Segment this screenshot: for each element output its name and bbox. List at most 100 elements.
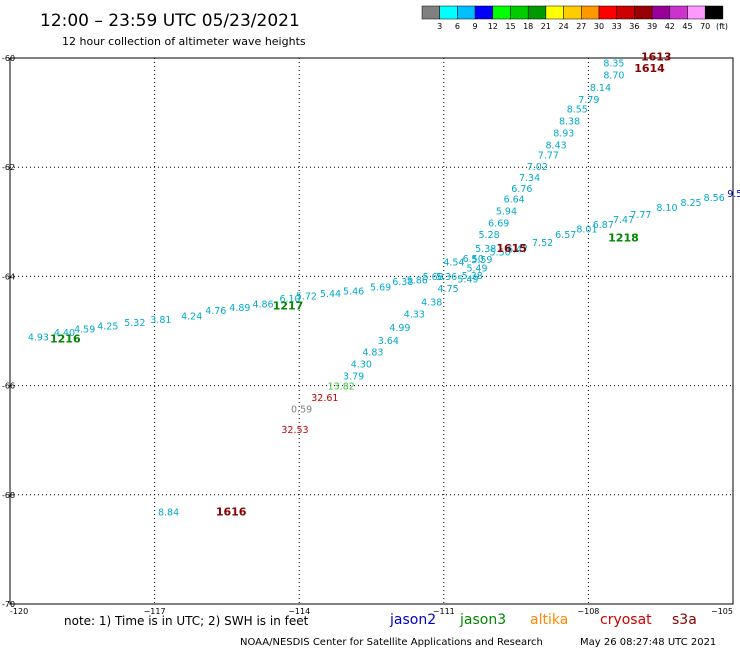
wave-height-value: 0.59: [291, 404, 312, 415]
wave-height-value: 4.33: [404, 309, 425, 320]
wave-height-value: 6.38: [392, 277, 413, 288]
plot-frame: [9, 57, 734, 605]
legend-label: 12: [488, 22, 498, 31]
wave-height-value: 5.94: [496, 207, 517, 218]
wave-height-value: 7.79: [578, 95, 599, 106]
satellite-s3a: s3a: [672, 612, 697, 628]
wave-height-value: 8.43: [546, 141, 567, 152]
axis-tick-labels: -120 −117 −114 −111 −108 −105 -60 -62 -64 -66 -68 -…: [2, 54, 733, 616]
wave-height-value: 4.89: [229, 303, 250, 314]
legend-swatch: [634, 5, 653, 20]
satellite-cryosat: cryosat: [600, 612, 652, 628]
wave-height-value: 4.76: [205, 306, 226, 317]
wave-height-value: 5.86: [407, 275, 428, 286]
wave-height-value: 5.59: [471, 255, 492, 266]
wave-height-value: 8.01: [576, 225, 597, 236]
wave-height-value: 5.38: [475, 244, 496, 255]
wave-height-value: 8.84: [158, 508, 179, 519]
wave-height-value: 4.86: [252, 300, 273, 311]
legend-swatch: [474, 5, 494, 20]
legend-label: 42: [665, 22, 675, 31]
legend-label: 39: [647, 22, 657, 31]
wave-height-value: 6.69: [488, 219, 509, 230]
legend-swatch: [651, 5, 671, 20]
wave-height-value: 5.50: [490, 248, 511, 259]
wave-height-value: 5.36: [436, 272, 457, 283]
time-label: 1216: [50, 332, 81, 345]
y-tick-label: -66: [2, 382, 15, 391]
legend-label: 18: [523, 22, 533, 31]
wave-height-value: 6.10: [279, 294, 300, 305]
wave-height-value: 3.64: [378, 336, 399, 347]
wave-height-value: 7.47: [613, 215, 634, 226]
wave-height-value: 7.34: [519, 173, 540, 184]
wave-height-value: 5.46: [343, 286, 364, 297]
wave-height-value: 5.28: [479, 230, 500, 241]
satellite-legend: jason2 jason3 altika cryosat s3a: [389, 612, 697, 628]
wave-height-value: 4.54: [443, 257, 464, 268]
legend-label: 27: [576, 22, 586, 31]
wave-height-value: 8.35: [603, 59, 624, 70]
time-label: 1217: [273, 300, 304, 313]
wave-height-value: 6.47: [507, 244, 528, 255]
wave-height-value: 6.87: [593, 220, 614, 231]
wave-height-value: 7.77: [538, 150, 559, 161]
wave-height-value: 4.75: [438, 284, 459, 295]
y-tick-label: -62: [2, 163, 15, 172]
legend-swatch: [492, 5, 511, 20]
wave-height-value: 4.25: [97, 321, 118, 332]
wave-height-value: 3.81: [150, 315, 171, 326]
wave-height-value: 32.61: [311, 393, 338, 404]
x-tick-label: -120: [10, 607, 28, 616]
wave-height-value: 13.82: [328, 381, 355, 392]
satellite-jason2: jason2: [389, 612, 436, 628]
wave-height-value: 5.69: [370, 283, 391, 294]
wave-height-value: 4.93: [28, 332, 49, 343]
wave-height-value: 4.83: [362, 348, 383, 359]
legend-swatch: [581, 5, 600, 20]
wave-height-value: 5.32: [124, 318, 145, 329]
legend-swatch: [545, 5, 564, 20]
wave-height-value: 4.24: [181, 312, 202, 323]
chart-title: 12:00 – 23:59 UTC 05/23/2021: [40, 11, 300, 31]
legend-label: 6: [455, 22, 460, 31]
wave-height-value: 5.68: [423, 272, 444, 283]
legend-swatch: [669, 5, 688, 20]
legend-label: 30: [594, 22, 604, 31]
wave-height-value: 7.52: [532, 238, 553, 249]
y-tick-label: -64: [2, 272, 15, 281]
chart-subtitle: 12 hour collection of altimeter wave hei…: [62, 35, 306, 48]
legend-swatch: [563, 5, 582, 20]
time-label: 1613: [641, 51, 672, 64]
legend-swatch: [704, 5, 724, 20]
wave-height-value: 6.76: [511, 184, 532, 195]
legend-unit: (ft): [716, 22, 728, 31]
wave-height-value: 8.70: [603, 71, 624, 82]
wave-height-value: 4.30: [351, 360, 372, 371]
x-tick-label: −117: [144, 607, 166, 616]
legend-label: 36: [629, 22, 639, 31]
wave-height-value: 4.99: [389, 323, 410, 334]
legend-label: 9: [473, 22, 478, 31]
wave-height-value: 7.77: [630, 210, 651, 221]
legend-swatch: [439, 5, 458, 20]
legend-swatch: [616, 5, 635, 20]
x-tick-label: −111: [433, 607, 455, 616]
wave-height-value: 5.72: [296, 291, 317, 302]
wave-height-values: 8.358.708.147.798.558.388.938.437.777.02…: [28, 59, 740, 519]
wave-height-value: 7.02: [527, 162, 548, 173]
legend-label: 33: [612, 22, 622, 31]
grid-lines: [10, 58, 733, 604]
wave-height-value: 4.40: [54, 328, 75, 339]
footer-note: note: 1) Time is in UTC; 2) SWH is in fe…: [64, 614, 309, 628]
wave-height-value: 4.59: [74, 325, 95, 336]
wave-height-value: 8.25: [680, 198, 701, 209]
legend-label: 45: [682, 22, 692, 31]
wave-height-value: 32.53: [281, 425, 308, 436]
time-label: 1614: [634, 62, 665, 75]
wave-height-value: 5.49: [457, 274, 478, 285]
wave-height-value: 9.52: [727, 189, 740, 200]
legend-swatch: [421, 5, 440, 20]
